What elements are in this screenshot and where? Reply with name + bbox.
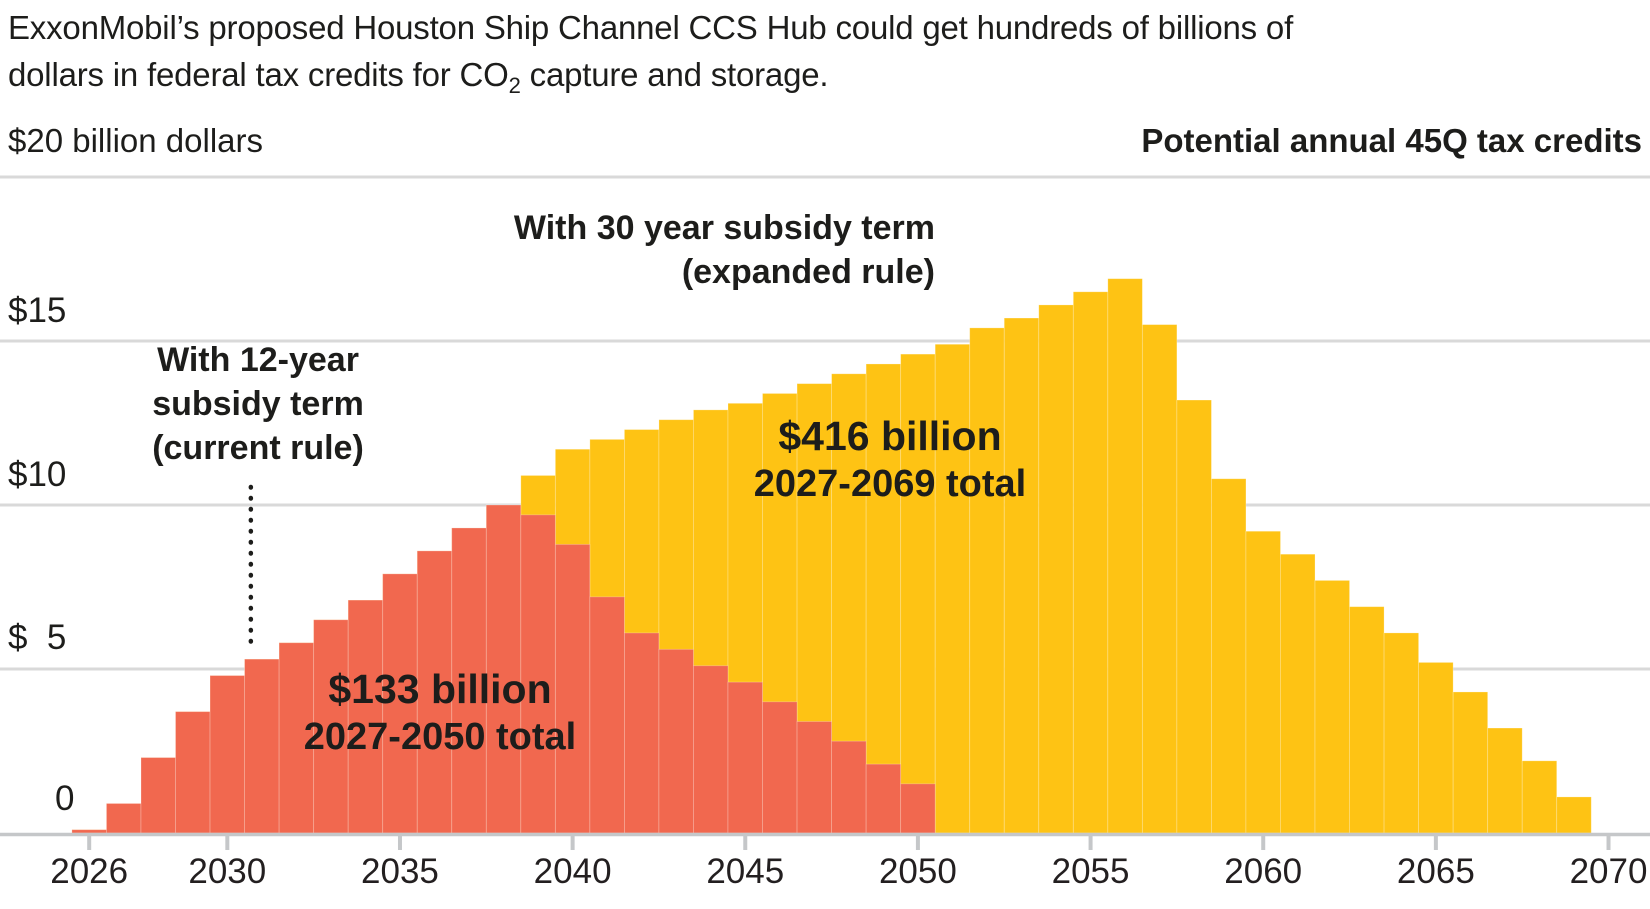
bar-current-12yr-2036 [416,550,453,834]
x-tick-label-2070: 2070 [1569,852,1648,891]
x-tick-label-2040: 2040 [533,852,612,891]
bar-current-12yr-2050 [900,783,936,834]
bar-expanded-30yr-2069 [1556,796,1592,834]
bar-current-12yr-2040 [554,543,591,834]
bar-expanded-30yr-2063 [1349,606,1385,834]
annotation-current-rule: With 12-year subsidy term (current rule) [108,338,408,470]
annotation-expanded-rule: With 30 year subsidy term (expanded rule) [335,206,935,294]
bar-expanded-30yr-2057 [1141,324,1178,834]
bar-current-12yr-2042 [624,632,660,834]
yellow-total-period: 2027-2069 total [753,463,1027,505]
bar-current-12yr-2032 [278,642,315,834]
bar-expanded-30yr-2053 [1003,317,1040,834]
bar-current-12yr-2044 [693,665,729,834]
title-line2-post: capture and storage. [520,56,829,93]
x-tick-label-2030: 2030 [188,852,267,891]
bar-current-12yr-2033 [313,619,349,834]
title-line1: ExxonMobil’s proposed Houston Ship Chann… [8,9,1294,46]
annotation-expanded-rule-line2: (expanded rule) [681,253,935,291]
bar-current-12yr-2043 [658,648,694,834]
bar-expanded-30yr-2056 [1107,278,1143,834]
bar-expanded-30yr-2061 [1280,553,1316,834]
bar-expanded-30yr-2058 [1176,399,1212,834]
bar-expanded-30yr-2068 [1521,760,1558,834]
bar-current-12yr-2038 [485,504,522,834]
bar-current-12yr-2048 [831,740,867,834]
yellow-series-total-label: $416 billion 2027-2069 total [690,413,1090,509]
bar-current-12yr-2046 [762,701,798,834]
red-total-amount: $133 billion [328,666,552,712]
annotation-expanded-rule-line1: With 30 year subsidy term [513,209,935,247]
x-tick-label-2026: 2026 [50,852,129,891]
bar-expanded-30yr-2065 [1418,662,1454,834]
bar-expanded-30yr-2067 [1487,727,1523,834]
bar-expanded-30yr-2052 [969,327,1005,834]
annotation-current-rule-line2: subsidy term [152,385,364,423]
bar-expanded-30yr-2066 [1452,691,1489,834]
annotation-current-rule-line3: (current rule) [152,429,364,467]
bar-current-12yr-2028 [140,757,176,834]
bar-current-12yr-2047 [796,721,832,834]
x-tick-label-2045: 2045 [706,852,785,891]
bar-current-12yr-2041 [589,596,625,834]
annotation-current-rule-line1: With 12-year [157,341,359,379]
bar-expanded-30yr-2059 [1211,478,1247,834]
bar-expanded-30yr-2060 [1245,530,1281,834]
y-tick-label-5: $ 5 [8,618,67,657]
bar-current-12yr-2029 [175,711,211,834]
bar-expanded-30yr-2062 [1314,580,1350,834]
bar-current-12yr-2049 [865,763,902,834]
bar-expanded-30yr-2055 [1072,291,1109,834]
y-axis-top-label: $20 billion dollars [8,122,263,159]
title-line2-pre: dollars in federal tax credits for CO [8,56,509,93]
chart-subtitle-right: Potential annual 45Q tax credits [1141,122,1642,159]
y-tick-label-15: $15 [8,291,67,330]
red-series-total-label: $133 billion 2027-2050 total [240,666,640,762]
bar-expanded-30yr-2051 [934,343,971,834]
x-tick-label-2060: 2060 [1224,852,1303,891]
bar-expanded-30yr-2064 [1383,632,1420,834]
x-tick-label-2050: 2050 [878,852,957,891]
bar-current-12yr-2030 [209,675,245,834]
bar-current-12yr-2027 [106,803,142,834]
bar-current-12yr-2034 [347,599,384,834]
y-tick-label-0: 0 [55,779,75,818]
yellow-total-amount: $416 billion [778,413,1002,459]
bar-current-12yr-2031 [244,658,280,834]
bar-expanded-30yr-2054 [1038,304,1074,834]
x-tick-label-2035: 2035 [361,852,439,891]
x-tick-label-2065: 2065 [1396,852,1475,891]
bar-current-12yr-2026 [71,829,107,834]
bar-current-12yr-2045 [727,681,763,834]
y-tick-label-10: $10 [8,455,67,494]
chart-title: ExxonMobil’s proposed Houston Ship Chann… [8,4,1588,102]
bar-current-12yr-2037 [451,527,487,834]
red-total-period: 2027-2050 total [303,716,577,758]
title-co2-subscript: 2 [508,73,521,98]
x-tick-label-2055: 2055 [1051,852,1130,891]
